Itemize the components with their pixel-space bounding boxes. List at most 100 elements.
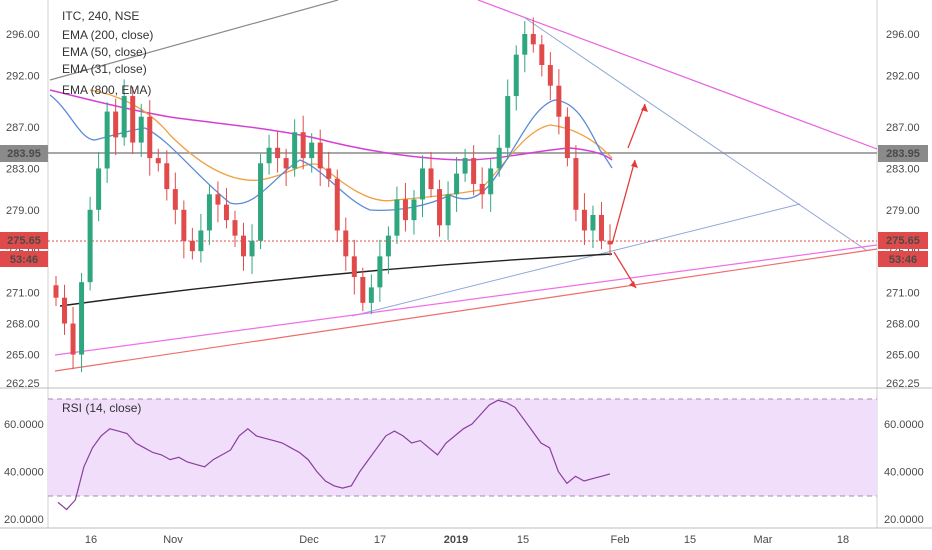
arrow-projection-down-head: [629, 281, 636, 288]
candle-body: [377, 256, 383, 288]
price-badge-hline-left: 283.95: [0, 145, 48, 162]
rsi-ticks-left: 60.0000 40.0000 20.0000: [4, 419, 44, 526]
candle-body: [155, 158, 161, 164]
rsi-tick-left: 20.0000: [4, 514, 44, 526]
candle-body: [479, 183, 485, 195]
candle-body: [590, 214, 596, 231]
legend-ema-31: EMA (31, close): [62, 62, 147, 76]
time-axis-label: 15: [517, 534, 529, 546]
candle-body: [223, 204, 229, 221]
time-axis-label: 17: [374, 534, 386, 546]
price-tick-left: 265.00: [6, 350, 40, 362]
candle-body: [454, 173, 460, 195]
candle-body: [351, 256, 357, 278]
arrow-projection-up-2: [627, 103, 646, 149]
price-tick-right: 296.00: [886, 29, 920, 41]
candle-body: [343, 230, 349, 257]
time-axis-labels: 16 Nov Dec 17 2019 15 Feb 15 Mar 18: [85, 534, 849, 546]
price-badge-last: 275.65: [878, 232, 928, 249]
time-axis-label: 18: [837, 534, 849, 546]
candle-body: [471, 158, 477, 184]
price-tick-left: 271.00: [6, 288, 40, 300]
candle-body: [181, 209, 187, 241]
time-axis-label: Feb: [611, 534, 630, 546]
candle-body: [249, 240, 255, 257]
price-badge-last-left: 275.65: [0, 232, 48, 249]
legend-ema-800: EMA (800, EMA): [62, 83, 151, 97]
price-tick-right: 283.00: [886, 163, 920, 175]
candle-body: [385, 235, 391, 257]
candle-body: [300, 132, 306, 159]
trendlines: [48, 0, 878, 372]
candle-body: [539, 44, 545, 66]
candle-body: [198, 230, 204, 252]
candle-body: [368, 287, 374, 303]
price-badge-countdown-left: 53:46: [0, 251, 48, 267]
candle-body: [496, 147, 502, 169]
rsi-tick-left: 40.0000: [4, 467, 44, 479]
legend-ema-50: EMA (50, close): [62, 45, 147, 59]
candle-body: [394, 199, 400, 236]
candle-body: [505, 96, 511, 148]
rsi-line: [57, 399, 611, 511]
candle-body: [266, 147, 272, 164]
candle-body: [172, 189, 178, 210]
candle-body: [419, 168, 425, 200]
price-badge-hline-left-text: 283.95: [7, 148, 41, 160]
candle-body: [411, 199, 417, 221]
rsi-band: [48, 399, 877, 496]
candle-body: [138, 116, 144, 143]
price-badge-hline: 283.95: [878, 145, 928, 162]
candle-body: [607, 240, 613, 245]
candle-body: [258, 163, 264, 241]
arrow-projection-up-2-head: [641, 104, 648, 112]
candle-body: [360, 277, 366, 303]
time-axis-label: 15: [684, 534, 696, 546]
price-badge-last-left-text: 275.65: [7, 235, 41, 247]
price-tick-right: 292.00: [886, 70, 920, 82]
time-axis-label: 2019: [444, 534, 468, 546]
time-axis-label: Mar: [754, 534, 773, 546]
candle-body: [428, 168, 434, 190]
candle-body: [530, 34, 536, 45]
candlesticks: [53, 17, 613, 373]
price-tick-left: 287.00: [6, 122, 40, 134]
price-tick-left: 283.00: [6, 163, 40, 175]
price-tick-right: 287.00: [886, 122, 920, 134]
candle-body: [437, 189, 443, 226]
candle-body: [598, 214, 604, 241]
candle-body: [326, 168, 332, 179]
projection-arrows: [611, 103, 648, 289]
candle-body: [215, 194, 221, 205]
candle-body: [164, 163, 170, 190]
price-ticks-right: 296.00292.00287.00283.00279.00275.00271.…: [886, 29, 920, 390]
candle-body: [70, 323, 76, 355]
candle-body: [121, 96, 127, 138]
candle-body: [96, 168, 102, 210]
candle-body: [581, 209, 587, 231]
price-tick-right: 265.00: [886, 350, 920, 362]
trendline-blue-descending: [524, 17, 867, 251]
price-badge-countdown-left-text: 53:46: [10, 254, 38, 266]
time-axis-label: Dec: [299, 534, 319, 546]
trendline-upper-gray: [49, 0, 339, 81]
price-tick-left: 279.00: [6, 205, 40, 217]
candle-body: [522, 34, 528, 55]
rsi-tick-left: 60.0000: [4, 419, 44, 431]
candle-body: [513, 54, 519, 97]
trendline-blue-ascending: [351, 203, 801, 317]
candle-body: [462, 158, 468, 174]
candle-body: [283, 158, 289, 169]
rsi-tick-right: 60.0000: [884, 419, 924, 431]
price-tick-right: 262.25: [886, 378, 920, 390]
candle-body: [445, 194, 451, 226]
trendline-upper-magenta: [477, 0, 878, 150]
candle-body: [189, 240, 195, 252]
price-badge-countdown: 53:46: [878, 251, 928, 267]
price-tick-right: 268.00: [886, 319, 920, 331]
candle-body: [104, 111, 110, 169]
candle-body: [87, 209, 93, 283]
candle-body: [547, 65, 553, 86]
candle-body: [488, 168, 494, 195]
candle-body: [292, 132, 298, 169]
